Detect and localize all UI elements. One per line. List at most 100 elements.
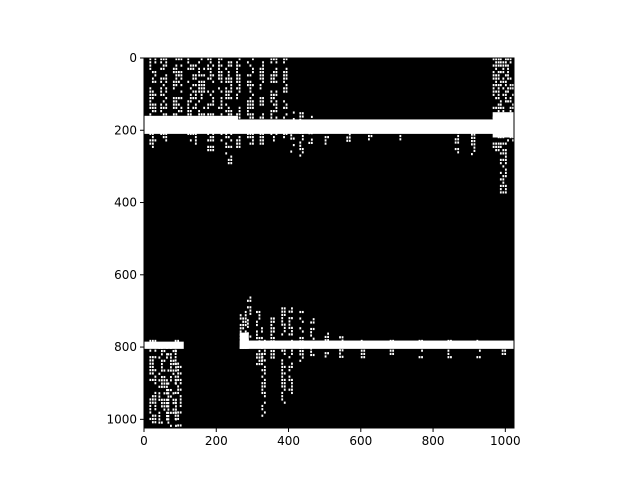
heatmap-cell: [262, 97, 264, 100]
heatmap-cell: [162, 136, 165, 139]
heatmap-cell: [285, 113, 288, 116]
heatmap-cell: [299, 115, 302, 118]
heatmap-cell: [290, 134, 293, 137]
heatmap-cell: [187, 67, 190, 70]
heatmap-cell: [327, 332, 329, 335]
heatmap-cell: [256, 336, 258, 340]
heatmap-cell: [154, 401, 157, 404]
heatmap-cell: [499, 184, 502, 187]
heatmap-cell: [165, 61, 168, 64]
heatmap-cell: [236, 80, 238, 83]
heatmap-cell: [227, 74, 230, 77]
heatmap-cell: [285, 106, 288, 109]
heatmap-cell: [281, 385, 284, 388]
heatmap-cell: [238, 80, 241, 83]
heatmap-cell: [154, 378, 157, 382]
heatmap-cell: [225, 152, 228, 155]
heatmap-cell: [368, 138, 370, 141]
heatmap-cell: [198, 71, 201, 74]
heatmap-cell: [236, 139, 238, 142]
heatmap-cell: [177, 362, 180, 365]
heatmap-cell: [167, 398, 170, 401]
heatmap-cell: [495, 80, 498, 83]
heatmap-cell: [227, 162, 230, 165]
heatmap-cell: [502, 67, 505, 70]
heatmap-cell: [209, 139, 212, 142]
heatmap-cell: [151, 369, 154, 372]
heatmap-cell: [200, 97, 203, 100]
heatmap-cell: [154, 417, 157, 421]
heatmap-cell: [207, 90, 210, 93]
heatmap-cell: [203, 87, 206, 90]
heatmap-cell: [167, 395, 170, 398]
heatmap-cell: [261, 359, 264, 362]
heatmap-cell: [170, 356, 172, 359]
heatmap-cell: [160, 110, 163, 113]
heatmap-cell: [230, 77, 233, 80]
heatmap-cell: [172, 372, 175, 375]
heatmap-cell: [275, 93, 278, 96]
heatmap-cell: [170, 395, 172, 398]
heatmap-cell: [504, 155, 507, 158]
heatmap-cell: [283, 310, 286, 313]
heatmap-cell: [256, 320, 258, 323]
heatmap-cell: [230, 158, 233, 161]
heatmap-cell: [149, 139, 152, 142]
heatmap-cell: [230, 113, 233, 116]
heatmap-cell: [180, 74, 183, 77]
heatmap-cell: [281, 310, 284, 313]
heatmap-cell: [301, 310, 304, 314]
heatmap-cell: [227, 61, 230, 64]
heatmap-cell: [291, 352, 293, 356]
heatmap-cell: [499, 84, 502, 87]
y-tick-label: 400: [114, 196, 137, 210]
heatmap-cell: [187, 106, 190, 109]
heatmap-cell: [270, 116, 273, 119]
heatmap-cell: [421, 356, 423, 359]
heatmap-cell: [180, 58, 183, 61]
heatmap-cell: [450, 356, 452, 359]
heatmap-cell: [179, 378, 182, 382]
heatmap-cell: [151, 339, 154, 343]
heatmap-cell: [238, 145, 241, 148]
heatmap-cell: [504, 158, 507, 161]
heatmap-cell: [209, 61, 212, 64]
heatmap-cell: [174, 391, 177, 395]
heatmap-cell: [225, 145, 228, 148]
heatmap-cell: [227, 158, 230, 161]
heatmap-cell: [151, 417, 154, 421]
heatmap-cell: [238, 106, 241, 109]
heatmap-cell: [162, 58, 165, 61]
heatmap-cell: [492, 74, 495, 77]
heatmap-cell: [227, 80, 230, 83]
heatmap-cell: [244, 323, 247, 327]
heatmap-cell: [497, 90, 500, 93]
heatmap-cell: [509, 58, 512, 61]
heatmap-cell: [149, 356, 152, 359]
heatmap-cell: [192, 90, 195, 93]
heatmap-cell: [158, 379, 161, 382]
heatmap-cell: [175, 408, 177, 411]
heatmap-cell: [270, 317, 273, 320]
heatmap-cell: [158, 392, 161, 395]
heatmap-cell: [177, 80, 180, 83]
top-streak: [471, 133, 476, 156]
heatmap-cell: [220, 74, 223, 77]
heatmap-cell: [158, 421, 161, 424]
heatmap-cell: [495, 67, 498, 70]
heatmap-cell: [507, 67, 509, 70]
heatmap-cell: [242, 323, 245, 327]
heatmap-cell: [389, 352, 392, 356]
heatmap-cell: [246, 319, 249, 322]
heatmap-cell: [249, 306, 252, 309]
heatmap-cell: [149, 404, 152, 408]
heatmap-cell: [256, 323, 258, 327]
x-tick-label: 400: [277, 434, 300, 448]
heatmap-cell: [166, 385, 168, 388]
heatmap-cell: [258, 362, 261, 366]
heatmap-cell: [507, 100, 509, 103]
heatmap-cell: [495, 58, 498, 61]
heatmap-cell: [170, 375, 172, 379]
heatmap-cell: [203, 90, 206, 93]
heatmap-cell: [158, 395, 161, 398]
